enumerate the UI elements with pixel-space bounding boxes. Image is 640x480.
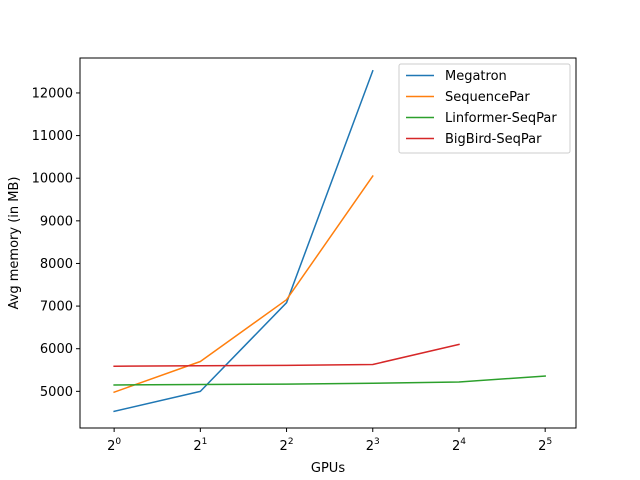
series-lines xyxy=(113,69,546,413)
legend-label: SequencePar xyxy=(445,90,530,105)
y-tick-label: 7000 xyxy=(40,300,73,315)
x-tick-label: 21 xyxy=(193,437,207,454)
y-tick-label: 5000 xyxy=(40,385,73,400)
y-tick-label: 10000 xyxy=(32,172,73,187)
y-tick-label: 11000 xyxy=(32,129,73,144)
legend-label: Linformer-SeqPar xyxy=(445,111,557,126)
y-tick-label: 6000 xyxy=(40,342,73,357)
legend: Megatron SequencePar Linformer-SeqPar BigBi… xyxy=(398,63,571,154)
x-tick-label: 23 xyxy=(366,437,380,454)
plot-area-frame xyxy=(79,57,577,429)
x-tick-label: 24 xyxy=(452,437,466,454)
x-tick-label: 20 xyxy=(107,437,121,454)
y-tick-label: 9000 xyxy=(40,214,73,229)
y-axis-label: Avg memory (in MB) xyxy=(7,177,22,310)
series-line-sequencepar xyxy=(113,175,374,394)
legend-label: BigBird-SeqPar xyxy=(445,132,542,147)
y-tick-label: 12000 xyxy=(32,86,73,101)
x-tick-label: 22 xyxy=(280,437,294,454)
series-line-megatron xyxy=(113,69,374,413)
series-line-linformer-seqpar xyxy=(113,375,546,386)
series-line-bigbird-seqpar xyxy=(113,343,460,367)
y-tick-label: 8000 xyxy=(40,257,73,272)
x-tick-label: 25 xyxy=(538,437,552,454)
x-axis-ticks: 20 21 22 23 24 25 xyxy=(107,428,552,454)
y-axis-ticks: 5000 6000 7000 8000 9000 10000 11000 12000 xyxy=(32,86,80,400)
x-axis-label: GPUs xyxy=(311,461,345,476)
legend-label: Megatron xyxy=(445,69,507,84)
legend-box xyxy=(398,63,571,154)
